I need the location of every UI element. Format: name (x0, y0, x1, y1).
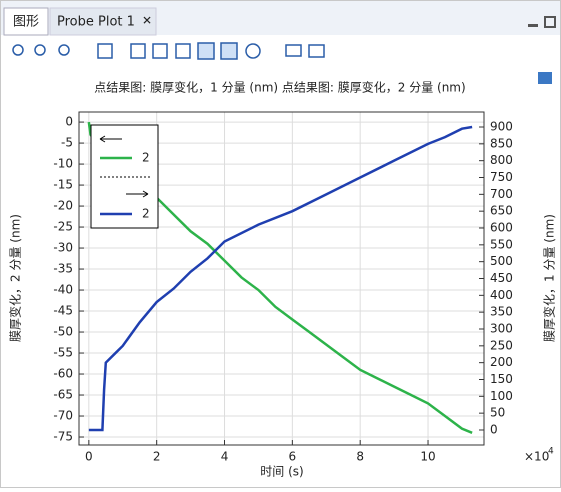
y-tick-label: -40 (53, 283, 73, 297)
y2-tick-label: 650 (490, 204, 513, 218)
y2-tick-label: 300 (490, 321, 513, 335)
chart-title: 点结果图: 膜厚变化，1 分量 (nm) 点结果图: 膜厚变化，2 分量 (nm… (94, 80, 465, 95)
maximize[interactable] (544, 16, 556, 28)
y-tick-label: -5 (61, 136, 73, 150)
y2-tick-label: 350 (490, 305, 513, 319)
y-tick-label: -65 (53, 388, 73, 402)
y2-tick-label: 200 (490, 355, 513, 369)
y-tick-label: -15 (53, 178, 73, 192)
grid-both[interactable] (175, 43, 191, 59)
toolbar (12, 42, 325, 60)
y-tick-label: -25 (53, 220, 73, 234)
y2-tick-label: 50 (490, 406, 505, 420)
y-tick-label: -60 (53, 367, 73, 381)
legend-label: 2 (142, 151, 150, 165)
y-tick-label: -70 (53, 409, 73, 423)
logo-icon (538, 72, 552, 84)
x-multiplier: ×10 (524, 450, 549, 464)
x-axis-label: 时间 (s) (260, 465, 303, 479)
y2-tick-label: 150 (490, 372, 513, 386)
tab-label[interactable]: Probe Plot 1 (57, 15, 135, 30)
y2-tick-label: 250 (490, 338, 513, 352)
zoom-in[interactable] (12, 44, 24, 56)
color-settings[interactable] (245, 43, 261, 59)
grid (79, 112, 484, 445)
y2-tick-label: 400 (490, 288, 513, 302)
y-axis-label: 膜厚变化，2 分量 (nm) (8, 214, 23, 342)
grid-x[interactable] (130, 43, 146, 59)
x-tick-label: 8 (356, 450, 364, 464)
close-icon[interactable]: ✕ (142, 14, 152, 28)
y-tick-label: 0 (65, 115, 73, 129)
y-tick-label: -20 (53, 199, 73, 213)
grid-y[interactable] (152, 43, 168, 59)
x-tick-label: 2 (153, 450, 161, 464)
y2-tick-label: 550 (490, 237, 513, 251)
snapshot[interactable] (285, 44, 302, 57)
y2-tick-label: 850 (490, 136, 513, 150)
annotation-toggle[interactable] (220, 42, 238, 60)
y2-tick-label: 800 (490, 153, 513, 167)
plot-border (78, 111, 485, 446)
left-axis-arrow (99, 135, 122, 143)
y-tick-label: -10 (53, 157, 73, 171)
y2-tick-label: 700 (490, 187, 513, 201)
y2-tick-label: 900 (490, 120, 513, 134)
y2-tick-label: 450 (490, 271, 513, 285)
zoom-box[interactable] (58, 44, 70, 56)
legend-toggle[interactable] (197, 42, 215, 60)
y2-tick-label: 750 (490, 170, 513, 184)
y-tick-label: -75 (53, 430, 73, 444)
y-tick-label: -45 (53, 304, 73, 318)
x-tick-label: 0 (85, 450, 93, 464)
y-tick-label: -50 (53, 325, 73, 339)
y2-axis-label: 膜厚变化，1 分量 (nm) (542, 214, 557, 342)
zoom-extents[interactable] (97, 43, 113, 59)
x-multiplier-exp: 4 (548, 447, 554, 457)
print[interactable] (308, 44, 325, 58)
y2-tick-label: 600 (490, 221, 513, 235)
right-axis-arrow (126, 190, 149, 198)
zoom-out[interactable] (34, 44, 46, 56)
series-line (88, 125, 473, 432)
y2-tick-label: 500 (490, 254, 513, 268)
x-tick-label: 10 (420, 450, 435, 464)
y-tick-label: -35 (53, 262, 73, 276)
tab[interactable] (3, 7, 49, 36)
legend-label: 2 (142, 207, 150, 221)
y2-tick-label: 0 (490, 422, 498, 436)
x-tick-label: 6 (289, 450, 297, 464)
y-tick-label: -55 (53, 346, 73, 360)
minimize[interactable] (528, 24, 538, 27)
y-tick-label: -30 (53, 241, 73, 255)
y2-tick-label: 100 (490, 389, 513, 403)
x-tick-label: 4 (221, 450, 229, 464)
legend: 2 2 (90, 124, 159, 229)
tab-label[interactable]: 图形 (13, 15, 39, 30)
tab[interactable] (49, 7, 157, 36)
